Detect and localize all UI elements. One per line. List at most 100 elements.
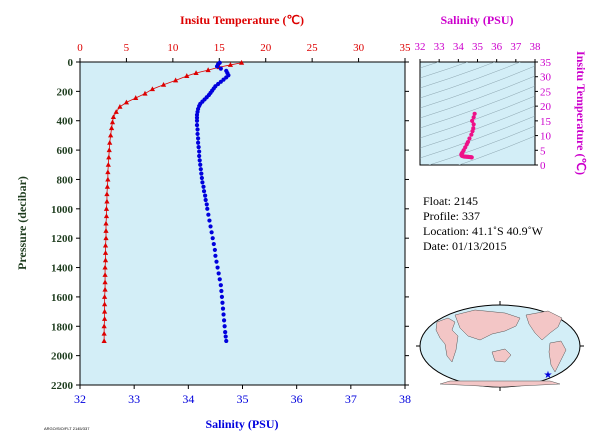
temperature-series: [101, 59, 245, 343]
map-landmass-antarctica: [439, 380, 561, 388]
temperature-point: [102, 301, 108, 307]
salinity-point: [207, 218, 212, 223]
salinity-point: [216, 271, 221, 276]
temperature-point: [102, 264, 108, 270]
ts-point: [470, 129, 475, 134]
temperature-point: [108, 132, 114, 138]
salinity-point: [219, 288, 224, 294]
salinity-tick-label: 33: [128, 392, 140, 406]
profile-axis-ticks: 0200400600800100012001400160018002000220…: [51, 42, 411, 406]
temperature-point: [104, 183, 110, 189]
salinity-tick-label: 32: [74, 392, 86, 406]
temperature-point: [142, 90, 148, 96]
temperature-point: [102, 279, 108, 285]
temperature-point: [102, 250, 109, 255]
temperature-point: [103, 235, 109, 241]
salinity-point: [222, 324, 227, 329]
temperature-point: [102, 242, 109, 248]
map-landmass-south-america: [548, 340, 567, 373]
salinity-tick-label: 34: [182, 392, 194, 406]
map-landmass-north-america: [525, 310, 563, 341]
salinity-point: [223, 334, 228, 339]
profile-series: [101, 59, 245, 344]
temperature-tick-label: 10: [167, 42, 179, 54]
temperature-point: [107, 139, 113, 145]
temperature-point: [108, 125, 115, 131]
ts-contour-line: [420, 65, 535, 109]
ts-point: [472, 111, 477, 116]
ts-salinity-tick-label: 32: [415, 41, 426, 53]
temperature-point: [227, 62, 234, 67]
temperature-point: [105, 176, 111, 182]
temperature-point: [102, 316, 108, 321]
ts-plot-area: [419, 61, 536, 166]
salinity-point: [220, 306, 226, 311]
temperature-point: [102, 257, 109, 263]
ts-salinity-tick-label: 37: [510, 41, 522, 53]
ts-contour-line: [420, 62, 522, 99]
temperature-point: [110, 114, 117, 120]
salinity-series: [194, 60, 231, 344]
salinity-point: [210, 236, 215, 241]
ts-point: [471, 115, 476, 120]
map-landmass-australia: [491, 348, 512, 363]
temperature-point: [109, 119, 116, 125]
salinity-point: [201, 189, 207, 194]
ts-salinity-tick-label: 34: [453, 41, 465, 53]
salinity-point: [194, 123, 200, 128]
salinity-point: [204, 202, 209, 207]
profile-number: Profile: 337: [423, 209, 480, 223]
temperature-point: [173, 77, 179, 83]
salinity-point: [217, 277, 222, 282]
salinity-point: [194, 118, 200, 123]
temperature-tick-label: 20: [260, 42, 272, 54]
ts-salinity-tick-label: 35: [472, 41, 484, 53]
salinity-point: [196, 145, 201, 150]
temperature-point: [205, 67, 211, 73]
pressure-tick-label: 1800: [51, 321, 74, 333]
temperature-tick-label: 5: [124, 42, 130, 54]
salinity-point: [215, 265, 220, 270]
salinity-point: [197, 149, 202, 154]
pressure-tick-label: 0: [68, 57, 74, 69]
ts-salinity-tick-label: 38: [530, 41, 542, 53]
temperature-point: [149, 86, 156, 92]
salinity-point: [218, 283, 223, 288]
salinity-point: [197, 153, 202, 159]
world-map: ★: [416, 301, 584, 391]
ts-contour-line: [420, 105, 535, 149]
salinity-point: [209, 230, 214, 235]
salinity-tick-label: 36: [291, 392, 303, 406]
temperature-line: [103, 62, 242, 341]
temperature-point: [101, 338, 107, 343]
salinity-point: [221, 312, 226, 317]
ts-point: [469, 132, 474, 137]
temperature-point: [103, 220, 109, 226]
ts-point: [471, 122, 476, 127]
ts-temperature-tick-label: 15: [540, 116, 552, 128]
salinity-point: [219, 294, 225, 300]
salinity-point: [218, 66, 223, 71]
salinity-point: [201, 184, 206, 189]
temperature-tick-label: 0: [77, 42, 83, 54]
pressure-tick-label: 1400: [51, 263, 74, 275]
pressure-tick-label: 2200: [51, 380, 74, 392]
salinity-tick-label: 35: [237, 392, 249, 406]
temperature-axis-title: Insitu Temperature (℃): [180, 13, 304, 27]
pressure-axis-title: Pressure (decibar): [15, 176, 29, 270]
ts-salinity-tick-label: 33: [434, 41, 446, 53]
temperature-point: [102, 294, 108, 299]
ts-temperature-tick-label: 10: [540, 131, 552, 143]
salinity-point: [195, 127, 200, 132]
footer-code: ARGO/SIO/FLT 2145/337: [44, 426, 90, 431]
pressure-tick-label: 800: [57, 174, 74, 186]
temperature-point: [101, 330, 107, 336]
salinity-point: [211, 241, 216, 247]
salinity-point: [214, 64, 220, 69]
salinity-point: [221, 318, 227, 323]
temperature-point: [117, 103, 123, 109]
pressure-tick-label: 400: [57, 116, 74, 128]
ts-points: [459, 111, 477, 160]
map-landmass-asia: [454, 309, 521, 341]
